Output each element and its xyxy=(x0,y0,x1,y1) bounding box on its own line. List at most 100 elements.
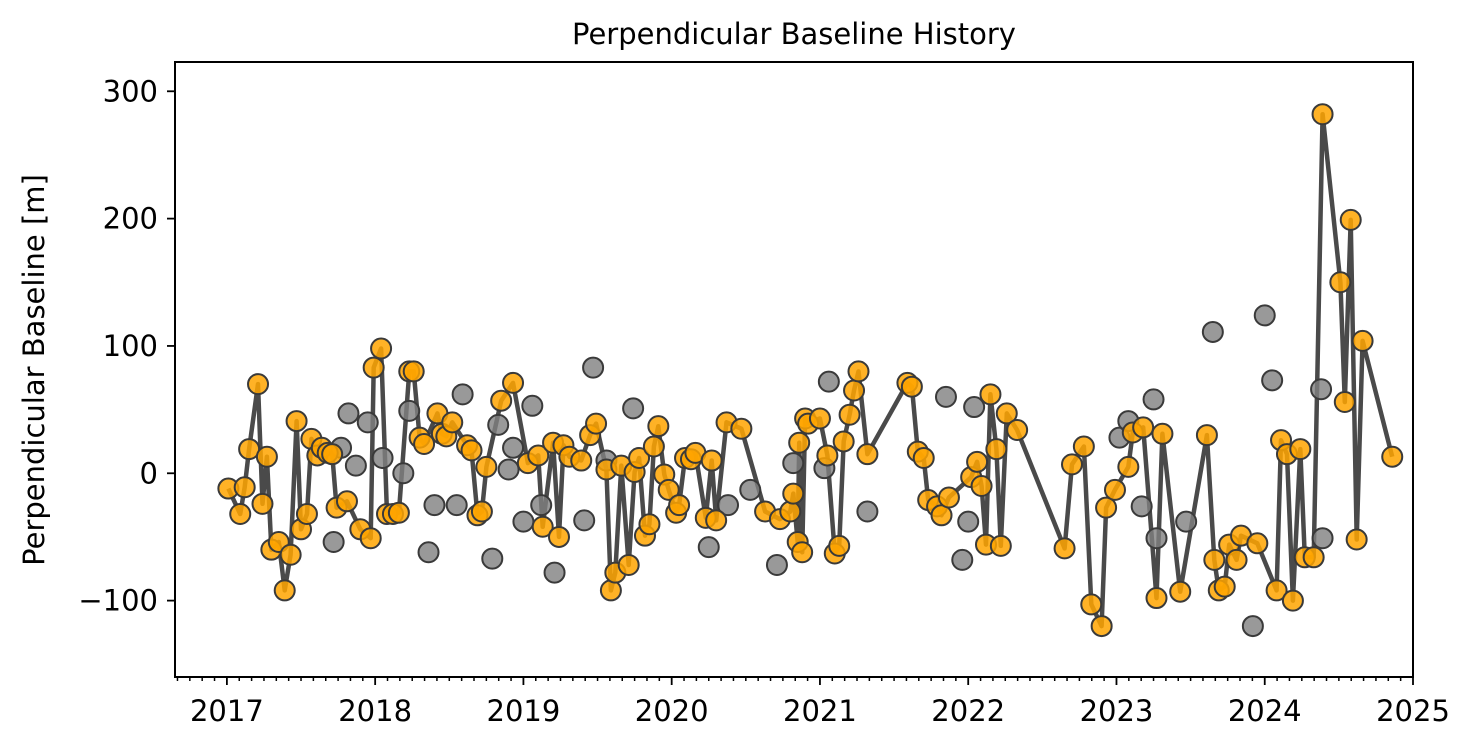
selected-point xyxy=(912,446,935,469)
selected-point xyxy=(1117,455,1140,478)
selected-point xyxy=(1132,416,1155,439)
unselected-point xyxy=(1175,510,1198,533)
selected-point xyxy=(1006,418,1029,441)
selected-point xyxy=(460,439,483,462)
selected-point xyxy=(413,432,436,455)
selected-point xyxy=(1289,438,1312,461)
selected-point xyxy=(233,476,256,499)
selected-point xyxy=(970,475,993,498)
selected-point xyxy=(1151,422,1174,445)
selected-point xyxy=(1060,453,1083,476)
unselected-point xyxy=(951,548,974,571)
selected-point xyxy=(828,534,851,557)
selected-point xyxy=(1072,435,1095,458)
x-tick-label: 2022 xyxy=(931,694,1005,728)
x-tick-label: 2025 xyxy=(1376,694,1450,728)
selected-point xyxy=(816,444,839,467)
selected-point xyxy=(642,435,665,458)
y-tick-label: 300 xyxy=(103,74,158,108)
selected-point xyxy=(1095,496,1118,519)
selected-point xyxy=(295,503,318,526)
unselected-point xyxy=(1130,495,1153,518)
selected-point xyxy=(843,379,866,402)
unselected-point xyxy=(573,509,596,532)
x-tick-label: 2020 xyxy=(635,694,709,728)
unselected-point xyxy=(423,494,446,517)
selected-point xyxy=(700,449,723,472)
selected-point xyxy=(1203,548,1226,571)
y-axis-label: Perpendicular Baseline [m] xyxy=(17,174,51,566)
selected-point xyxy=(321,443,344,466)
selected-point xyxy=(900,375,923,398)
y-axis: −100 0 100 200 300 xyxy=(78,74,175,618)
unselected-point xyxy=(445,494,468,517)
selected-point xyxy=(255,445,278,468)
x-tick-label: 2017 xyxy=(190,694,264,728)
selected-point xyxy=(937,486,960,509)
unselected-point xyxy=(622,397,645,420)
selected-point xyxy=(475,455,498,478)
selected-point xyxy=(628,446,651,469)
selected-point xyxy=(247,373,270,396)
selected-point xyxy=(1103,478,1126,501)
x-axis: 2017 2018 2019 2020 2021 2022 2023 2024 2025 xyxy=(176,677,1450,728)
selected-point xyxy=(251,492,274,515)
unselected-point xyxy=(1241,615,1264,638)
unselected-point xyxy=(322,531,345,554)
unselected-point xyxy=(856,500,879,523)
baseline-line xyxy=(226,111,1395,629)
selected-point xyxy=(531,515,554,538)
selected-point xyxy=(1145,587,1168,610)
selected-point xyxy=(788,431,811,454)
unselected-point xyxy=(543,561,566,584)
unselected-point xyxy=(497,458,520,481)
selected-point xyxy=(856,443,879,466)
selected-point xyxy=(989,534,1012,557)
selected-point xyxy=(779,500,802,523)
selected-point xyxy=(527,444,550,467)
x-tick-label: 2019 xyxy=(487,694,561,728)
selected-point xyxy=(229,503,252,526)
selected-point xyxy=(1302,546,1325,569)
selected-point xyxy=(362,356,385,379)
unselected-point xyxy=(521,394,544,417)
selected-point xyxy=(791,541,814,564)
y-tick-label: 0 xyxy=(140,456,158,490)
selected-point xyxy=(1333,390,1356,413)
unselected-point xyxy=(697,536,720,559)
unselected-point xyxy=(817,370,840,393)
selected-point xyxy=(838,403,861,426)
selected-point xyxy=(285,410,308,433)
plot-frame xyxy=(174,61,1414,678)
selected-point xyxy=(441,411,464,434)
unselected-point xyxy=(417,541,440,564)
chart-title: Perpendicular Baseline History xyxy=(572,17,1016,51)
unselected-point xyxy=(717,494,740,517)
selected-point xyxy=(570,449,593,472)
unselected-point xyxy=(398,399,421,422)
selected-point xyxy=(1090,615,1113,638)
unselected-point xyxy=(1311,527,1334,550)
selected-point xyxy=(1329,271,1352,294)
selected-point xyxy=(470,500,493,523)
selected-point xyxy=(995,402,1018,425)
selected-point xyxy=(1265,579,1288,602)
unselected-point xyxy=(481,547,504,570)
selected-point xyxy=(1195,424,1218,447)
x-tick-label: 2018 xyxy=(338,694,412,728)
unselected-point xyxy=(502,436,525,459)
unselected-point xyxy=(1142,388,1165,411)
selected-point xyxy=(273,579,296,602)
unselected-point xyxy=(356,411,379,434)
selected-point xyxy=(966,450,989,473)
selected-point xyxy=(1169,580,1192,603)
y-tick-label: 200 xyxy=(103,202,158,236)
selected-point xyxy=(1381,445,1404,468)
selected-point xyxy=(359,527,382,550)
unselected-point xyxy=(1253,304,1276,327)
unselected-point xyxy=(530,494,553,517)
selected-point xyxy=(387,501,410,524)
selected-point xyxy=(1225,548,1248,571)
selected-point xyxy=(599,579,622,602)
y-tick-label: 100 xyxy=(103,329,158,363)
